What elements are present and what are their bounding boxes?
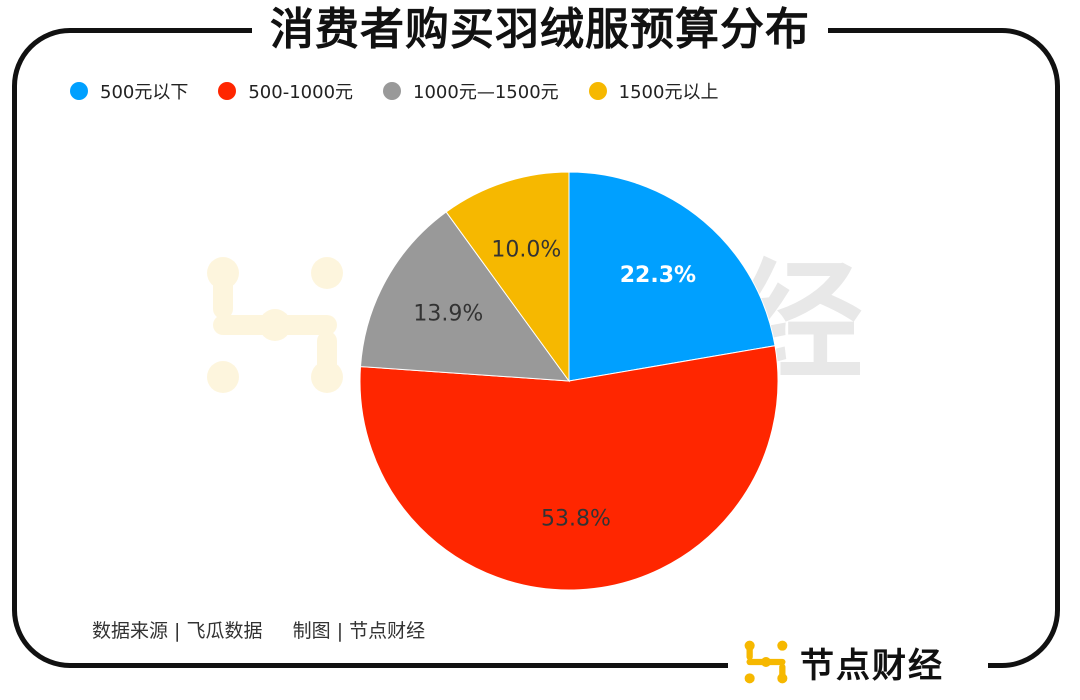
legend: 500元以下 500-1000元 1000元—1500元 1500元以上 bbox=[70, 78, 748, 104]
legend-item: 1000元—1500元 bbox=[383, 78, 559, 104]
brand-name: 节点财经 bbox=[800, 645, 944, 686]
legend-swatch bbox=[588, 82, 607, 100]
legend-label: 1500元以上 bbox=[618, 82, 719, 103]
legend-item: 1500元以上 bbox=[588, 78, 719, 104]
legend-item: 500元以下 bbox=[70, 78, 188, 104]
source-note: 数据来源 | 飞瓜数据 制图 | 节点财经 bbox=[92, 620, 426, 642]
pie-slice bbox=[445, 171, 570, 383]
legend-label: 500元以下 bbox=[100, 82, 189, 103]
pie-slice bbox=[359, 345, 779, 591]
legend-swatch bbox=[70, 82, 88, 100]
legend-swatch bbox=[218, 82, 237, 100]
slice-value-label: 53.8% bbox=[541, 506, 611, 531]
pie-slice bbox=[568, 171, 776, 382]
pie-slice bbox=[359, 211, 571, 382]
legend-swatch bbox=[383, 82, 402, 100]
brand-footer: 节点财经 bbox=[728, 630, 988, 694]
slice-value-label: 10.0% bbox=[491, 237, 561, 262]
slice-value-label: 13.9% bbox=[413, 302, 483, 327]
title-bar: 消费者购买羽绒服预算分布 bbox=[0, 0, 1080, 60]
legend-label: 500-1000元 bbox=[248, 82, 354, 103]
legend-item: 500-1000元 bbox=[218, 78, 353, 104]
legend-label: 1000元—1500元 bbox=[413, 82, 559, 103]
brand-logo-icon bbox=[744, 640, 788, 684]
slice-value-label: 22.3% bbox=[620, 263, 696, 288]
watermark-logo-icon bbox=[207, 257, 343, 393]
chart-title: 消费者购买羽绒服预算分布 bbox=[252, 2, 828, 58]
